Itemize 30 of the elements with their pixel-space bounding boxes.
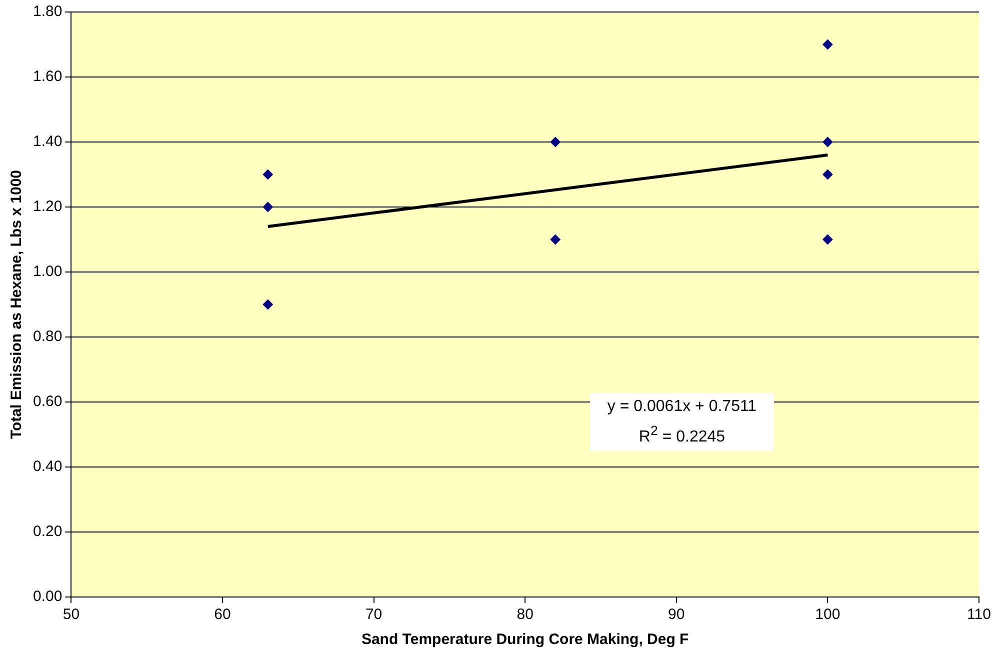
- y-tick-label: 1.60: [32, 68, 62, 86]
- point: [262, 202, 273, 212]
- x-tick-label: 80: [516, 606, 534, 624]
- y-tick-label: 0.00: [32, 588, 62, 606]
- annotation: R$^{2}$ = 0.2245: [638, 422, 726, 448]
- point: [550, 137, 560, 147]
- x-tick-label: 70: [365, 606, 382, 624]
- x-tick-label: 100: [815, 606, 840, 624]
- x-tick-label: 60: [214, 606, 231, 624]
- point: [262, 300, 273, 310]
- point: [550, 234, 560, 244]
- y-tick-label: 1.20: [32, 198, 62, 216]
- y-tick-label: 0.20: [32, 523, 62, 540]
- x-axis-title: Sand Temperature During Core Making, Deg F: [361, 631, 689, 648]
- point: [822, 234, 833, 244]
- point: [262, 170, 273, 180]
- annotation: y = 0.0061x + 0.7511: [606, 397, 758, 417]
- y-tick-label: 1.80: [32, 3, 62, 20]
- point: [822, 170, 833, 180]
- x-tick-label: 110: [967, 606, 991, 624]
- y-tick-label: 1.00: [32, 263, 62, 280]
- y-tick-label: 0.40: [32, 458, 62, 476]
- y-tick-label: 0.60: [32, 393, 62, 410]
- point: [822, 137, 833, 147]
- x-tick-label: 90: [668, 606, 685, 624]
- y-tick-label: 1.40: [32, 133, 62, 150]
- x-tick-label: 50: [62, 606, 80, 624]
- y-tick-label: 0.80: [32, 328, 62, 346]
- y-axis-title: Total Emission as Hexane, Lbs x 1000: [8, 170, 26, 440]
- point: [822, 40, 833, 50]
